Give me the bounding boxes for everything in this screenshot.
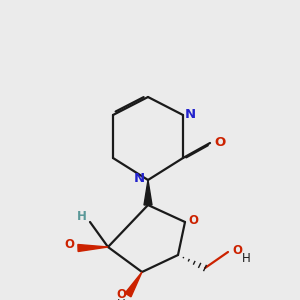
Text: O: O — [188, 214, 198, 226]
Text: O: O — [116, 287, 126, 300]
Text: O: O — [214, 136, 225, 149]
Polygon shape — [144, 180, 152, 205]
Text: H: H — [77, 211, 87, 224]
Text: O: O — [64, 238, 74, 251]
Text: N: N — [134, 172, 145, 185]
Text: O: O — [232, 244, 242, 256]
Text: H: H — [117, 298, 126, 300]
Polygon shape — [125, 272, 142, 297]
Text: H: H — [242, 251, 251, 265]
Text: N: N — [185, 109, 196, 122]
Polygon shape — [78, 244, 108, 251]
